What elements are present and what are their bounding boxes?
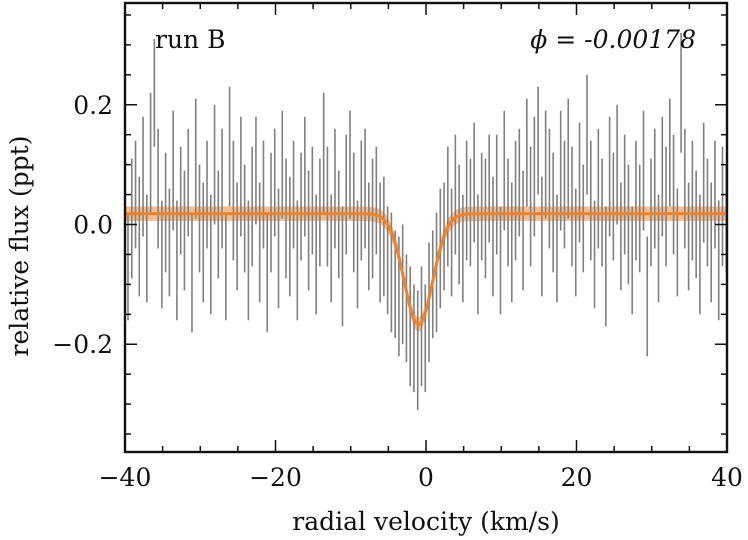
model-line-layer (125, 212, 727, 327)
y-tick-label: −0.2 (52, 330, 113, 359)
y-tick-label: 0.2 (73, 91, 113, 120)
model-line (125, 212, 727, 327)
x-tick-label: −40 (99, 463, 152, 492)
plot-frame (123, 1, 729, 454)
x-axis-label: radial velocity (km/s) (292, 507, 559, 536)
y-axis-label: relative flux (ppt) (5, 136, 34, 357)
x-tick-label: 40 (711, 463, 743, 492)
tick-marks-layer (124, 3, 728, 452)
x-tick-label: −20 (249, 463, 302, 492)
tick-labels-layer: −40 −20 0 20 40 −0.2 0.0 0.2 (52, 91, 743, 492)
x-tick-label: 0 (418, 463, 434, 492)
errorbar-layer (127, 32, 728, 411)
run-label: run B (155, 25, 225, 54)
x-tick-label: 20 (561, 463, 593, 492)
y-tick-label: 0.0 (73, 211, 113, 240)
phase-label: ϕ = -0.00178 (530, 25, 696, 54)
